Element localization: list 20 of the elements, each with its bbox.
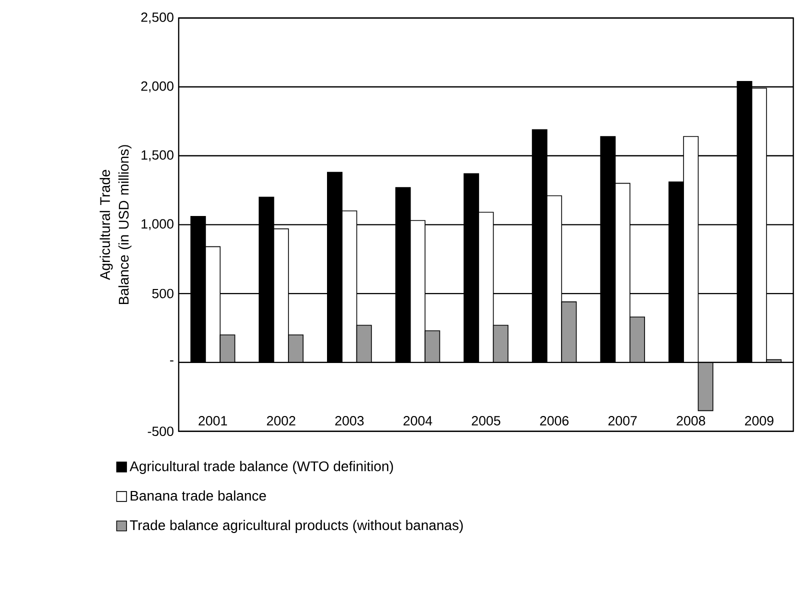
x-tick-label: 2008 bbox=[676, 416, 706, 426]
x-tick-label: 2003 bbox=[335, 416, 364, 426]
x-tick-label: 2009 bbox=[745, 416, 774, 426]
y-tick-label: - bbox=[170, 360, 174, 362]
y-tick-label: -500 bbox=[148, 426, 174, 436]
y-tick-label: 500 bbox=[152, 288, 174, 298]
x-tick-label: 2001 bbox=[198, 416, 227, 426]
x-tick-label: 2004 bbox=[404, 416, 432, 426]
legend-label: Banana trade balance bbox=[130, 490, 266, 501]
x-tick-label: 2005 bbox=[472, 416, 500, 426]
y-tick-label: 1,500 bbox=[142, 150, 174, 162]
legend-label: Trade balance agricultural products (without bananas) bbox=[130, 520, 463, 533]
x-tick-label: 2007 bbox=[608, 416, 637, 426]
y-tick-label: 2,000 bbox=[141, 81, 174, 92]
x-tick-label: 2002 bbox=[266, 416, 296, 426]
y-tick-label: 2,500 bbox=[141, 12, 174, 24]
x-tick-label: 2006 bbox=[540, 416, 569, 426]
y-axis-title: Agricultural Trade Balance (in USD millions) bbox=[100, 145, 132, 304]
legend-label: Agricultural trade balance (WTO definition) bbox=[130, 460, 393, 474]
y-tick-label: 1,000 bbox=[142, 219, 174, 230]
